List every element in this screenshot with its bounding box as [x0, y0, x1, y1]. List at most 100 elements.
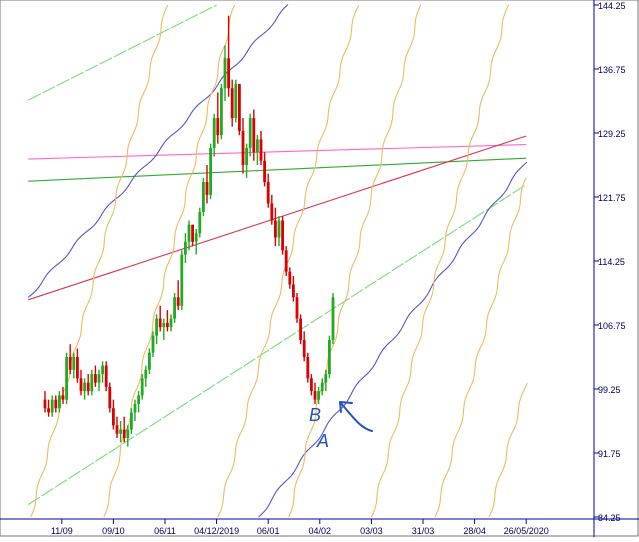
candle-body-44: [202, 182, 205, 212]
candle-body-0: [43, 399, 47, 409]
candle-body-34: [166, 322, 169, 328]
overlay-line-9: [217, 4, 360, 518]
y-tick-label: 114.25: [598, 257, 625, 267]
candle-body-62: [266, 182, 270, 204]
candle-body-10: [79, 378, 83, 392]
candle-body-40: [187, 224, 191, 242]
candle-body-41: [191, 224, 194, 242]
overlay-line-2: [28, 135, 527, 301]
x-tick-label: 06/11: [154, 526, 176, 536]
candle-body-38: [180, 254, 184, 306]
x-tick-label: 31/03: [412, 526, 435, 536]
overlay-line-6: [258, 161, 528, 518]
candle-body-39: [184, 241, 187, 255]
candle-body-47: [212, 118, 216, 148]
y-tick-label: 99.25: [598, 385, 621, 395]
candle-body-27: [140, 378, 144, 396]
candle-body-15: [97, 374, 101, 383]
candle-body-6: [65, 357, 68, 400]
candle-body-28: [144, 369, 148, 379]
candle-body-58: [252, 118, 256, 153]
candle-body-12: [86, 382, 90, 392]
candle-body-71: [299, 318, 302, 340]
candle-body-74: [310, 378, 313, 392]
y-tick-label: 91.75: [598, 449, 621, 459]
price-bars: [43, 15, 335, 447]
candle-body-25: [133, 403, 137, 413]
candle-body-56: [245, 147, 248, 165]
annotation-arrow: [339, 401, 373, 432]
candle-body-29: [148, 352, 151, 370]
candle-body-51: [227, 58, 230, 89]
overlay-line-7: [30, 4, 169, 518]
candle-body-18: [108, 386, 112, 409]
candle-body-37: [176, 297, 180, 306]
candle-body-26: [137, 395, 140, 404]
candle-body-19: [112, 408, 115, 426]
candle-body-78: [324, 374, 328, 383]
y-tick-label: 84.25: [598, 513, 621, 523]
x-tick-label: 09/10: [102, 526, 125, 536]
y-tick-label: 129.25: [598, 129, 626, 139]
candle-body-80: [331, 297, 335, 340]
candle-body-20: [115, 425, 119, 434]
candle-body-66: [281, 220, 284, 251]
y-tick-label: 136.75: [598, 65, 626, 75]
hand-annotations: B A: [309, 401, 373, 451]
candle-body-24: [130, 412, 133, 430]
x-tick-label: 04/02: [309, 526, 332, 536]
candle-body-8: [72, 357, 76, 370]
candle-body-77: [320, 382, 324, 392]
candle-body-16: [101, 365, 104, 375]
candle-body-14: [94, 374, 97, 383]
annotation-b: B: [309, 405, 321, 425]
y-tick-label: 106.75: [598, 321, 626, 331]
x-tick-label: 26/05/2020: [504, 526, 549, 536]
candle-body-53: [234, 83, 238, 119]
candle-body-46: [209, 147, 212, 195]
candle-body-65: [277, 220, 281, 238]
candle-body-5: [61, 395, 65, 400]
x-tick-label: 04/12/2019: [194, 526, 239, 536]
candle-body-52: [230, 88, 234, 119]
candle-body-4: [58, 395, 61, 409]
x-axis-ticks: 11/09 09/10 06/11 04/12/2019 06/01 04/02 03/03…: [51, 519, 549, 536]
overlay-line-5: [27, 4, 289, 298]
candle-body-48: [216, 118, 220, 136]
candle-body-70: [295, 297, 299, 319]
annotation-a: A: [316, 431, 329, 451]
candle-body-35: [169, 318, 173, 328]
candle-body-1: [47, 408, 50, 413]
candle-body-63: [270, 203, 274, 221]
candle-body-31: [155, 318, 158, 336]
candle-body-69: [292, 284, 295, 298]
candle-body-45: [205, 182, 209, 195]
candle-body-32: [158, 318, 162, 328]
overlay-line-11: [370, 4, 510, 518]
candle-body-9: [76, 357, 79, 379]
candle-body-17: [104, 365, 108, 387]
candle-body-79: [328, 339, 331, 375]
overlay-line-3: [27, 184, 527, 506]
candle-body-36: [173, 297, 176, 319]
x-tick-label: 03/03: [360, 526, 383, 536]
candle-body-59: [256, 139, 259, 153]
y-tick-label: 144.25: [598, 1, 626, 11]
candle-body-23: [126, 429, 130, 439]
candle-body-64: [274, 220, 277, 238]
candle-body-55: [241, 130, 245, 165]
candle-body-60: [259, 139, 263, 161]
candle-body-73: [306, 357, 310, 379]
candle-body-13: [90, 374, 94, 392]
candle-body-67: [284, 250, 288, 272]
overlay-line-0: [28, 143, 527, 160]
overlay-line-12: [434, 177, 527, 518]
candle-body-49: [220, 88, 223, 136]
x-tick-label: 28/04: [463, 526, 486, 536]
y-axis-ticks: 144.25 136.75 129.25 121.75 114.25 106.75 99.2…: [594, 1, 626, 523]
overlay-line-4: [27, 4, 217, 101]
